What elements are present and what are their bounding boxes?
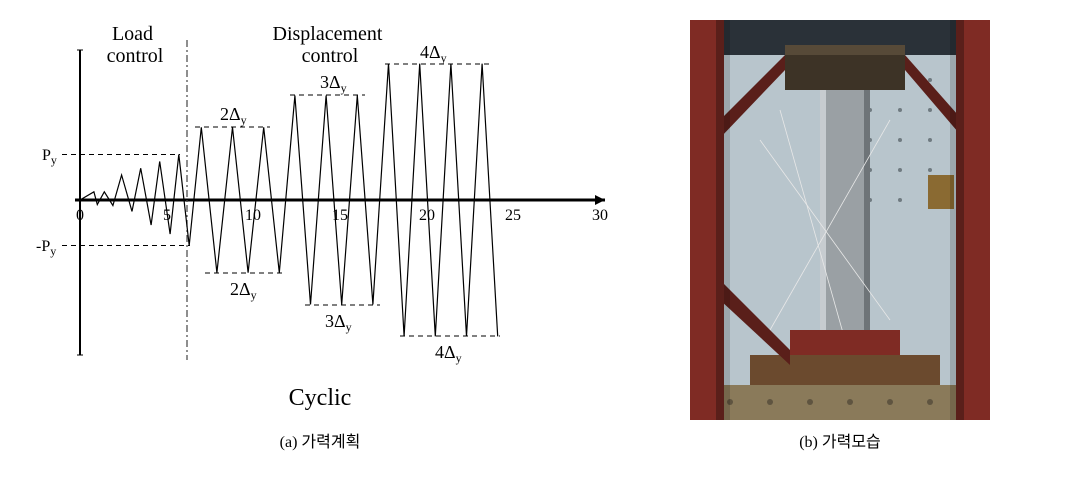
test-rig-photo xyxy=(690,20,990,420)
tick-0: 0 xyxy=(76,207,84,224)
chart-svg: 0 5 10 15 20 25 30 xyxy=(20,20,620,420)
delta-3-bot: 3Δy xyxy=(325,311,352,334)
delta-labels: 2Δy 3Δy 4Δy 2Δy 3Δy 4Δy xyxy=(220,42,462,365)
py-neg-label: -Py xyxy=(36,238,56,258)
py-labels: Py -Py xyxy=(36,147,57,258)
cyclic-loading-chart: 0 5 10 15 20 25 30 xyxy=(20,20,620,420)
tick-25: 25 xyxy=(505,207,521,224)
delta-2-bot: 2Δy xyxy=(230,279,257,302)
photo-svg xyxy=(690,20,990,420)
x-ticks: 0 5 10 15 20 25 30 xyxy=(76,207,608,224)
figure-container: 0 5 10 15 20 25 30 xyxy=(20,20,1069,452)
delta-3-top: 3Δy xyxy=(320,72,347,95)
caption-right: (b) 가력모습 xyxy=(799,428,881,452)
tick-30: 30 xyxy=(592,207,608,224)
left-panel: 0 5 10 15 20 25 30 xyxy=(20,20,620,452)
cyclic-label: Cyclic xyxy=(289,385,352,411)
delta-2-top: 2Δy xyxy=(220,104,247,127)
load-control-label: Load control xyxy=(107,23,164,67)
caption-left: (a) 가력계획 xyxy=(280,428,361,452)
delta-4-top: 4Δy xyxy=(420,42,447,65)
tick-20: 20 xyxy=(419,207,435,224)
py-pos-label: Py xyxy=(42,147,57,167)
region-labels: Load control Displacement control xyxy=(107,23,388,67)
displacement-control-label: Displacement control xyxy=(273,23,388,67)
delta-4-bot: 4Δy xyxy=(435,342,462,365)
right-panel: (b) 가력모습 xyxy=(660,20,1020,452)
